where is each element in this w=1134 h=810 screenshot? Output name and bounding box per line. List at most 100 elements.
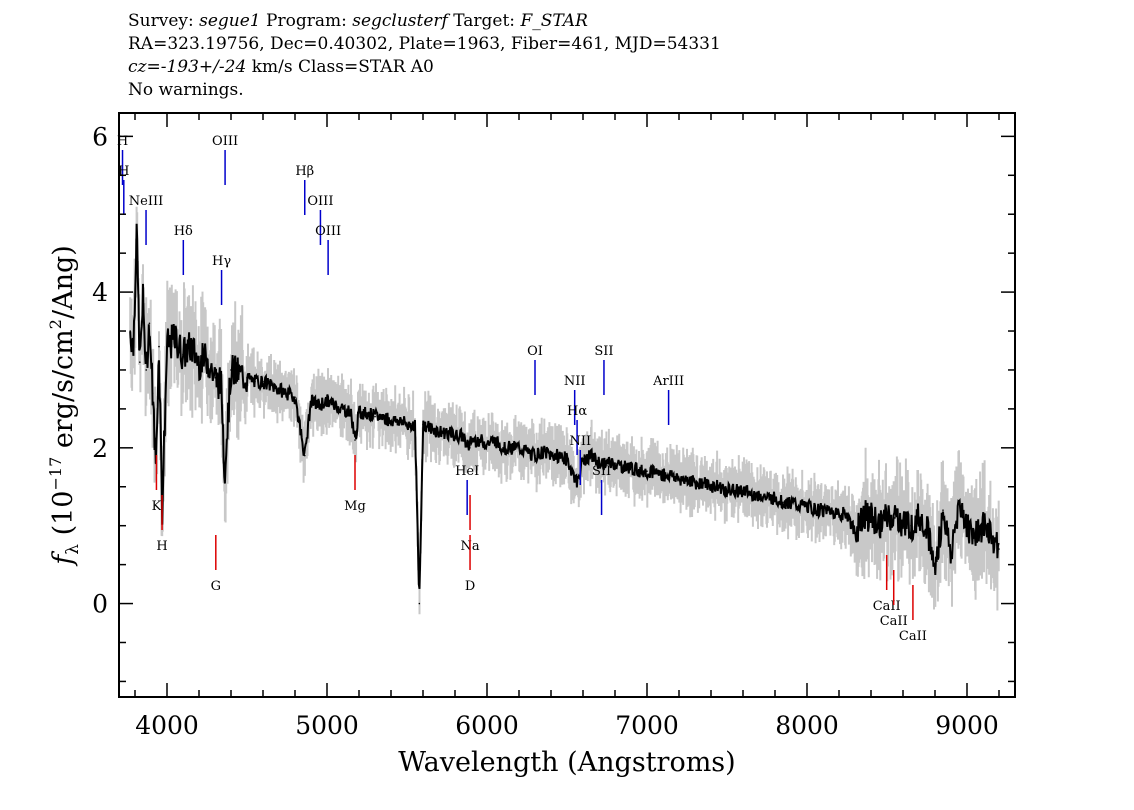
flux-point xyxy=(390,419,392,422)
absorption-line-label: CaII xyxy=(899,629,927,644)
emission-line-label: SII xyxy=(592,464,611,479)
target-label: Target: xyxy=(453,11,516,31)
flux-point xyxy=(478,439,480,441)
x-tick-label: 8000 xyxy=(775,711,839,740)
flux-point xyxy=(430,427,432,430)
absorption-line-label: G xyxy=(211,579,221,594)
flux-point xyxy=(822,509,824,511)
flux-point xyxy=(129,330,131,332)
absorption-line-label: Mg xyxy=(344,499,366,514)
flux-point xyxy=(630,466,632,469)
flux-point xyxy=(902,521,904,523)
emission-line-label: NeIII xyxy=(129,194,163,209)
flux-point xyxy=(702,482,704,484)
y-tick-label: 2 xyxy=(92,434,108,463)
flux-point xyxy=(766,497,768,500)
flux-point xyxy=(326,400,328,402)
x-tick-label: 9000 xyxy=(935,711,999,740)
emission-line-label: Hβ xyxy=(295,164,314,179)
header-line-3: cz=-193+/-24 km/s Class=STAR A0 xyxy=(128,56,721,79)
emission-line-label: OIII xyxy=(315,224,341,239)
flux-point xyxy=(998,548,1000,550)
flux-point xyxy=(342,408,344,410)
flux-point xyxy=(518,447,520,449)
y-tick-label: 4 xyxy=(92,278,108,307)
flux-point xyxy=(638,470,640,472)
absorption-line-label: CaII xyxy=(873,599,901,614)
flux-point xyxy=(934,571,936,574)
flux-point xyxy=(806,505,808,508)
flux-point xyxy=(576,482,578,484)
flux-point xyxy=(494,439,496,441)
flux-point xyxy=(220,384,223,387)
flux-point xyxy=(502,447,504,449)
flux-point xyxy=(469,447,471,449)
cz-label: cz= xyxy=(128,57,161,77)
flux-point xyxy=(135,229,138,231)
emission-line-label: NII xyxy=(564,374,586,389)
flux-point xyxy=(910,524,912,527)
flux-point xyxy=(382,415,384,418)
line-marker-layer: HHNeIIIHδHγOIIIHβOIIIOIIIHeIOINIIHαNIISI… xyxy=(117,134,927,644)
flux-point xyxy=(550,454,552,457)
flux-point xyxy=(950,556,952,558)
program-label: Program: xyxy=(266,11,347,31)
flux-point xyxy=(270,384,272,387)
flux-point xyxy=(758,493,760,496)
flux-point xyxy=(148,322,151,325)
flux-point xyxy=(145,369,147,371)
flux-point xyxy=(486,443,488,445)
flux-point xyxy=(354,439,356,441)
flux-point xyxy=(166,345,168,348)
flux-point xyxy=(198,361,200,363)
cz-value: -193+/-24 xyxy=(160,57,247,77)
flux-point xyxy=(678,478,680,480)
flux-point xyxy=(310,400,312,402)
flux-point xyxy=(334,404,336,406)
flux-line xyxy=(129,223,1000,589)
flux-point xyxy=(206,357,208,360)
y-axis-title: fλ (10−17 erg/s/cm2/Ang) xyxy=(46,245,83,567)
program-value: segclusterf xyxy=(352,11,448,31)
flux-layer xyxy=(129,223,1000,605)
emission-line-label: ArIII xyxy=(652,374,684,389)
x-tick-label: 5000 xyxy=(295,711,359,740)
flux-point xyxy=(990,532,992,535)
flux-point xyxy=(646,470,648,472)
flux-point xyxy=(862,513,864,515)
flux-point xyxy=(278,388,280,391)
flux-point xyxy=(750,493,752,496)
flux-point xyxy=(374,415,376,418)
flux-point xyxy=(566,458,568,461)
emission-line-label: Hγ xyxy=(212,254,231,269)
y-tick-label: 6 xyxy=(92,122,108,151)
flux-point xyxy=(942,509,944,511)
survey-value: segue1 xyxy=(199,11,261,31)
flux-point xyxy=(926,524,928,527)
flux-point xyxy=(854,532,856,535)
flux-point xyxy=(878,524,880,527)
emission-line-label: H xyxy=(117,134,128,149)
flux-point xyxy=(230,369,232,371)
flux-point xyxy=(158,345,160,348)
flux-point xyxy=(814,509,816,511)
flux-point xyxy=(582,458,584,461)
flux-point xyxy=(151,392,154,395)
flux-point xyxy=(734,489,736,492)
flux-point xyxy=(139,361,141,363)
emission-line-label: SII xyxy=(594,344,613,359)
target-value: F_STAR xyxy=(520,11,588,31)
flux-point xyxy=(790,501,792,504)
flux-point xyxy=(142,299,144,301)
header-line-1: Survey: segue1 Program: segclusterf Targ… xyxy=(128,10,721,33)
flux-point xyxy=(670,474,672,476)
flux-point xyxy=(982,524,984,527)
emission-line-label: HeI xyxy=(455,464,479,479)
flux-point xyxy=(782,501,784,504)
flux-point xyxy=(598,462,600,465)
flux-point xyxy=(246,376,248,379)
flux-error-band xyxy=(129,206,1000,615)
flux-point xyxy=(350,411,352,414)
error-band-layer xyxy=(129,206,1000,615)
flux-point xyxy=(422,423,424,426)
